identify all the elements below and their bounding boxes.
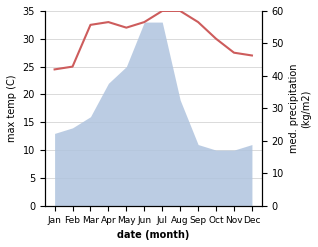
Y-axis label: med. precipitation
(kg/m2): med. precipitation (kg/m2) [289,64,311,153]
Y-axis label: max temp (C): max temp (C) [7,75,17,142]
X-axis label: date (month): date (month) [117,230,190,240]
